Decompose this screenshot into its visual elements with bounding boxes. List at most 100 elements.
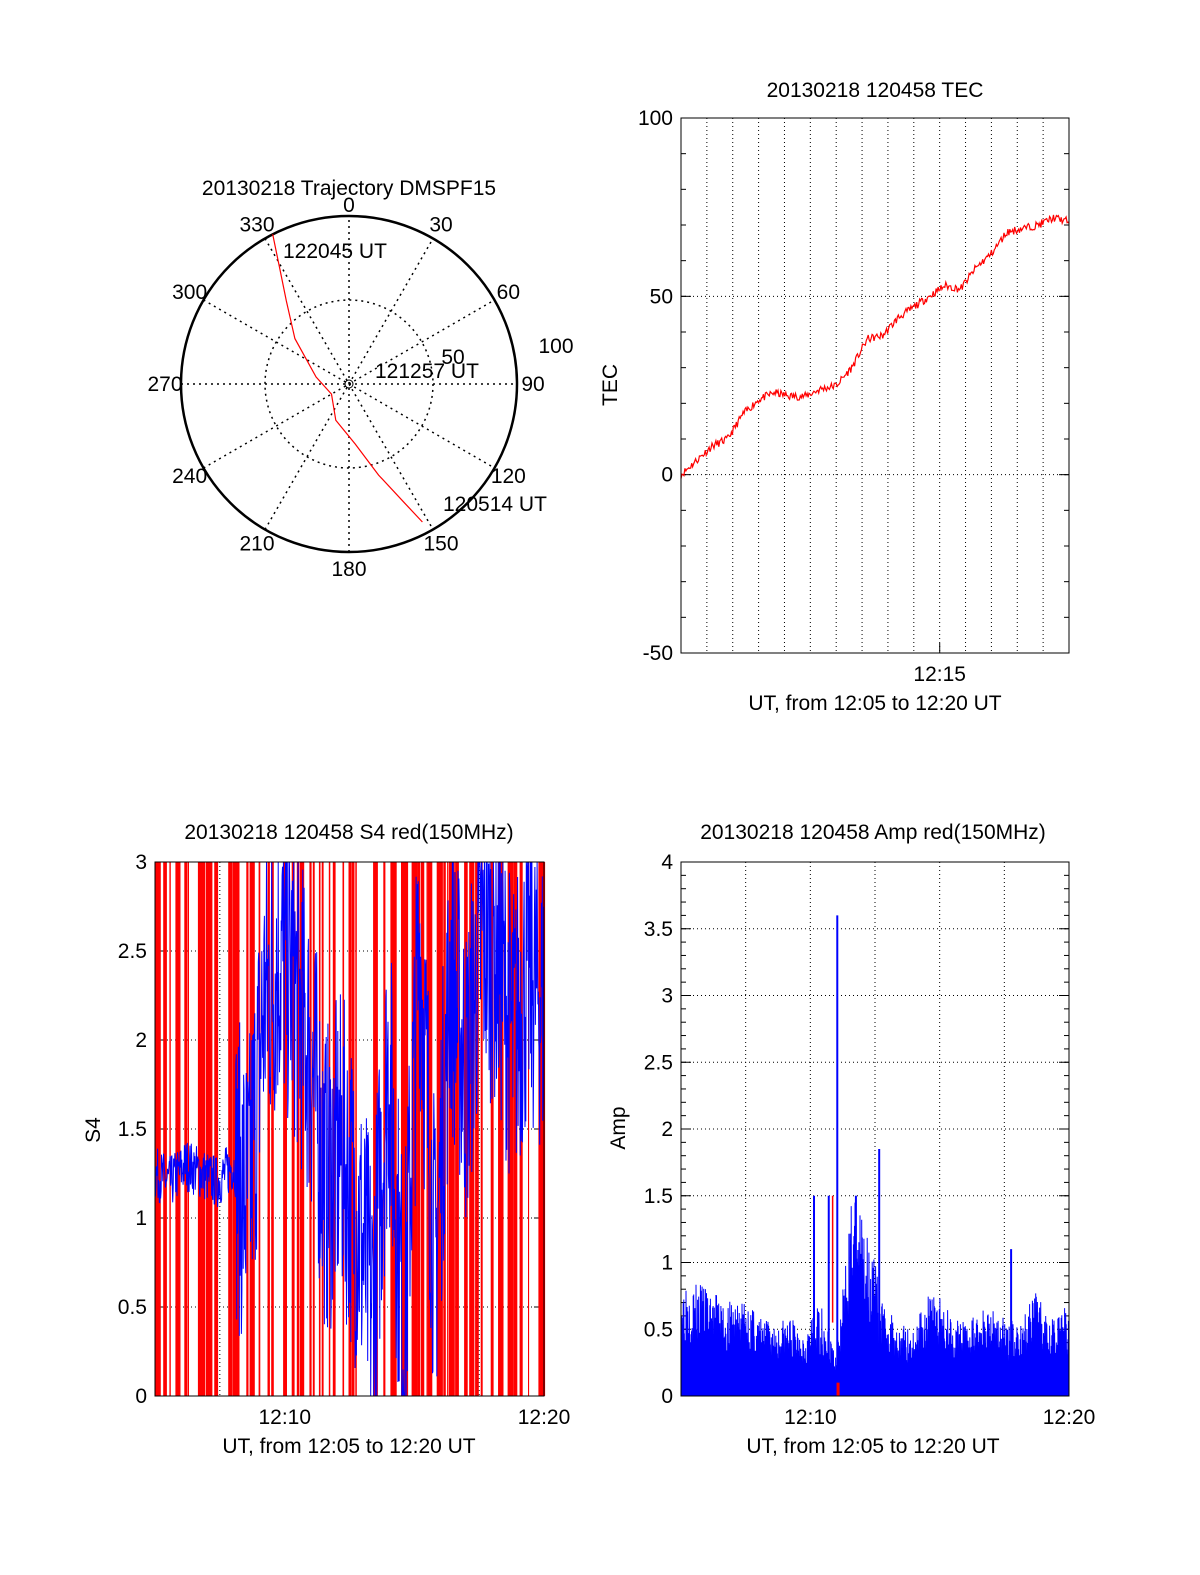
s4-red-bar xyxy=(406,862,408,1396)
polar-spoke-150 xyxy=(264,238,434,530)
polar-angle-label-210: 210 xyxy=(239,532,274,555)
s4-red-bar xyxy=(475,862,479,1396)
tec-frame xyxy=(680,117,1070,654)
s4-red-bar xyxy=(283,862,286,1396)
s4-red-bar xyxy=(514,862,518,1396)
tec-series-line xyxy=(680,214,1070,479)
amp-series-fill xyxy=(680,1202,1070,1397)
s4-red-bar xyxy=(159,862,161,1396)
polar-angle-label-150: 150 xyxy=(423,532,458,555)
s4-red-bar xyxy=(197,862,202,1396)
s4-red-bar xyxy=(156,862,160,1396)
s4-red-bar xyxy=(373,862,376,1396)
s4-panel: 20130218 120458 S4 red(150MHz) 0 0.5 1 1.5 2… xyxy=(82,821,570,1458)
amp-plot-area: 0 0.5 1 1.5 2 2.5 3 3.5 4 12:10 12:20 xyxy=(644,851,1095,1429)
amp-ytick-label-1: 0.5 xyxy=(644,1318,673,1341)
s4-red-bar xyxy=(427,862,431,1396)
s4-red-bar xyxy=(436,862,441,1396)
polar-angle-label-90: 90 xyxy=(521,373,544,396)
tec-plot-area: -50 0 50 100 12:15 xyxy=(638,107,1070,686)
tec-ytick-label-2: 50 xyxy=(650,285,673,308)
s4-red-bar xyxy=(232,862,235,1396)
s4-red-bar xyxy=(214,862,219,1396)
amp-xtick-label-0: 12:10 xyxy=(784,1406,837,1429)
s4-red-bar xyxy=(455,862,459,1396)
s4-ytick-label-6: 3 xyxy=(135,851,147,874)
tec-panel: 20130218 120458 TEC -50 0 50 100 12:15 UT, f… xyxy=(599,79,1070,715)
s4-red-bar xyxy=(291,862,295,1396)
tec-xtick-label-0: 12:15 xyxy=(913,663,966,686)
tec-ytick-label-0: -50 xyxy=(643,642,673,665)
s4-red-bar xyxy=(251,862,255,1396)
s4-xtick-label-1: 12:20 xyxy=(518,1406,571,1429)
s4-red-bar xyxy=(490,862,494,1396)
trajectory-track xyxy=(272,234,423,523)
tec-xlabel: UT, from 12:05 to 12:20 UT xyxy=(748,692,1001,715)
s4-red-bar xyxy=(309,862,312,1396)
s4-red-bar xyxy=(296,862,300,1396)
s4-red-bar xyxy=(271,862,274,1396)
amp-ytick-label-4: 2 xyxy=(661,1118,673,1141)
amp-xlabel: UT, from 12:05 to 12:20 UT xyxy=(746,1435,999,1458)
trajectory-title: 20130218 Trajectory DMSPF15 xyxy=(202,177,496,200)
amp-ytick-label-3: 1.5 xyxy=(644,1185,673,1208)
amp-ytick-label-7: 3.5 xyxy=(644,918,673,941)
s4-red-bar xyxy=(509,862,512,1396)
s4-red-bar xyxy=(502,862,504,1396)
annotation-120514: 120514 UT xyxy=(443,493,547,516)
amp-frame xyxy=(680,861,1070,1397)
s4-xlabel: UT, from 12:05 to 12:20 UT xyxy=(222,1435,475,1458)
s4-red-bar xyxy=(312,862,315,1396)
s4-red-bar xyxy=(175,862,179,1396)
s4-red-bar xyxy=(472,862,475,1396)
s4-red-bar xyxy=(169,862,171,1396)
s4-red-bar xyxy=(541,862,544,1396)
polar-grid xyxy=(179,214,519,554)
s4-ytick-label-4: 2 xyxy=(135,1029,147,1052)
amp-ylabel: Amp xyxy=(607,1106,630,1149)
annotation-121257: 121257 UT xyxy=(375,360,479,383)
s4-red-bar xyxy=(383,862,386,1396)
s4-red-bar xyxy=(268,862,270,1396)
s4-red-bar xyxy=(430,862,433,1396)
s4-red-bar xyxy=(426,862,428,1396)
s4-red-bar xyxy=(449,862,452,1396)
s4-xtick-label-0: 12:10 xyxy=(258,1406,311,1429)
s4-red-bar xyxy=(421,862,424,1396)
s4-plot-area: 0 0.5 1 1.5 2 2.5 3 12:10 12:20 xyxy=(118,851,570,1429)
amp-ytick-label-6: 3 xyxy=(661,985,673,1008)
s4-ylabel: S4 xyxy=(82,1117,105,1143)
s4-ytick-label-3: 1.5 xyxy=(118,1118,147,1141)
s4-red-bar xyxy=(498,862,501,1396)
amp-xtick-label-1: 12:20 xyxy=(1043,1406,1096,1429)
polar-angle-labels: 0 30 60 90 120 150 180 210 240 270 300 330 xyxy=(147,194,544,581)
s4-red-bar xyxy=(480,862,483,1396)
s4-red-bar xyxy=(208,862,213,1396)
s4-red-bar xyxy=(178,862,181,1396)
amp-title: 20130218 120458 Amp red(150MHz) xyxy=(700,821,1046,844)
polar-angle-label-60: 60 xyxy=(497,281,520,304)
s4-red-bar xyxy=(205,862,209,1396)
polar-angle-label-240: 240 xyxy=(172,465,207,488)
amp-ytick-label-5: 2.5 xyxy=(644,1051,673,1074)
s4-red-bar xyxy=(512,862,514,1396)
polar-angle-label-120: 120 xyxy=(491,465,526,488)
s4-red-bar xyxy=(401,862,405,1396)
s4-red-bar xyxy=(229,862,232,1396)
s4-ytick-label-5: 2.5 xyxy=(118,940,147,963)
s4-red-bar xyxy=(355,862,357,1396)
s4-red-bar xyxy=(528,862,530,1396)
polar-angle-label-300: 300 xyxy=(172,281,207,304)
s4-red-bar xyxy=(184,862,188,1396)
s4-red-bar xyxy=(202,862,206,1396)
tec-ytick-label-3: 100 xyxy=(638,107,673,130)
s4-red-bar xyxy=(201,862,204,1396)
tec-ylabel: TEC xyxy=(599,364,622,406)
s4-red-bar xyxy=(188,862,189,1396)
s4-red-bar xyxy=(393,862,396,1396)
annotation-122045: 122045 UT xyxy=(283,240,387,263)
tec-title: 20130218 120458 TEC xyxy=(767,79,984,102)
tec-ytick-label-1: 0 xyxy=(661,464,673,487)
radial-label-50: 50 xyxy=(441,346,464,369)
